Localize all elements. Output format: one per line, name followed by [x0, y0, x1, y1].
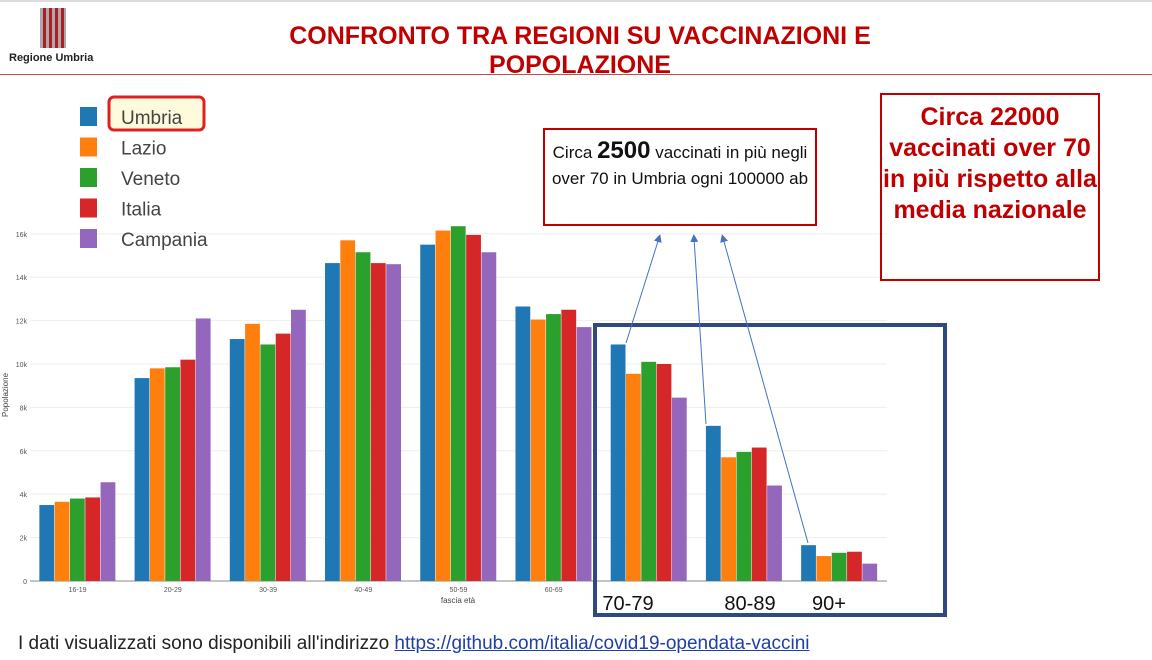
bar-veneto-30-39 [260, 344, 276, 581]
annotation-arrow [720, 234, 809, 544]
bar-veneto-16-19 [69, 498, 85, 581]
bar-umbria-90+ [801, 545, 816, 581]
y-tick-label: 8k [20, 405, 28, 412]
footer-text: I dati visualizzati sono disponibili all… [18, 633, 395, 654]
bar-campania-20-29 [195, 318, 211, 581]
legend-highlight [107, 95, 206, 132]
bar-veneto-50-59 [450, 226, 466, 581]
bar-veneto-80-89 [736, 451, 752, 581]
bar-lazio-90+ [816, 556, 832, 581]
annotation-post: vaccinati in più negli over 70 in Umbria… [551, 143, 809, 188]
logo-text: Regione Umbria [9, 52, 94, 64]
x-tick-label: 30-39 [259, 587, 277, 594]
bar-lazio-80-89 [721, 457, 737, 581]
top-border [0, 0, 1152, 2]
y-tick-label: 4k [20, 492, 28, 499]
bar-italia-60-69 [561, 309, 577, 581]
bar-veneto-70-79 [641, 361, 657, 581]
bar-veneto-40-49 [355, 252, 371, 581]
legend-label-campania: Campania [121, 230, 208, 251]
bar-italia-40-49 [370, 263, 386, 581]
legend-swatch-veneto [80, 168, 97, 187]
legend-label-veneto: Veneto [121, 169, 180, 190]
bar-italia-16-19 [85, 497, 101, 581]
bar-umbria-70-79 [610, 344, 626, 581]
annotation-pre: Circa [552, 143, 593, 162]
big-category-label: 80-89 [724, 593, 775, 615]
bar-veneto-60-69 [546, 314, 561, 581]
over70-highlight-box [593, 323, 947, 617]
y-tick-label: 6k [20, 449, 28, 456]
annotation-number: 2500 [597, 137, 651, 164]
legend-label-italia: Italia [121, 200, 162, 221]
bar-umbria-80-89 [705, 425, 721, 581]
bar-umbria-40-49 [325, 263, 340, 581]
bar-campania-70-79 [671, 397, 687, 581]
bar-lazio-40-49 [340, 240, 356, 581]
y-tick-label: 14k [16, 275, 28, 282]
bar-umbria-30-39 [229, 339, 245, 581]
bar-campania-50-59 [481, 252, 497, 581]
bar-umbria-60-69 [515, 306, 531, 581]
bar-campania-90+ [862, 563, 878, 581]
annotation-22000: Circa 22000 vaccinati over 70 in più ris… [880, 93, 1100, 281]
bar-lazio-20-29 [149, 368, 165, 581]
bar-campania-16-19 [100, 482, 116, 581]
x-tick-label: 50-59 [450, 587, 468, 594]
bar-italia-50-59 [466, 234, 481, 581]
bar-italia-30-39 [275, 333, 291, 581]
x-tick-label: 60-69 [545, 587, 563, 594]
bar-umbria-20-29 [134, 378, 150, 581]
bar-campania-40-49 [386, 264, 402, 581]
github-link[interactable]: https://github.com/italia/covid19-openda… [394, 633, 810, 654]
bar-lazio-70-79 [625, 373, 641, 581]
bar-campania-60-69 [576, 327, 592, 581]
title-divider [0, 74, 1152, 75]
bar-veneto-20-29 [165, 367, 180, 581]
big-category-label: 70-79 [602, 593, 653, 615]
y-tick-label: 10k [16, 362, 28, 369]
bar-lazio-30-39 [245, 323, 260, 581]
bar-italia-70-79 [656, 364, 672, 581]
bar-campania-30-39 [291, 309, 306, 581]
y-tick-label: 12k [16, 319, 28, 326]
x-tick-label: 40-49 [354, 587, 372, 594]
y-tick-label: 0 [23, 579, 27, 586]
x-tick-label: 20-29 [164, 587, 182, 594]
bar-italia-80-89 [751, 447, 767, 581]
bar-italia-90+ [847, 551, 862, 581]
regione-umbria-logo [40, 8, 66, 48]
y-tick-label: 16k [16, 232, 28, 239]
y-tick-label: 2k [20, 536, 28, 543]
legend-swatch-campania [80, 229, 97, 248]
bar-lazio-60-69 [530, 319, 546, 581]
big-category-label: 90+ [812, 593, 846, 615]
annotation-arrow [690, 234, 707, 425]
legend-swatch-italia [80, 198, 97, 218]
bar-veneto-90+ [831, 552, 847, 581]
annotation-2500: Circa 2500 vaccinati in più negli over 7… [543, 128, 817, 226]
legend-label-umbria: Umbria [121, 108, 183, 129]
x-axis-label: fascia età [441, 596, 476, 605]
legend-label-lazio: Lazio [121, 139, 166, 160]
footer: I dati visualizzati sono disponibili all… [18, 633, 810, 655]
bar-italia-20-29 [180, 359, 196, 581]
bar-lazio-16-19 [54, 501, 70, 581]
bar-campania-80-89 [767, 485, 782, 581]
annotation-arrow [625, 234, 662, 344]
bar-lazio-50-59 [435, 230, 451, 582]
legend-swatch-umbria [80, 107, 97, 126]
bar-umbria-16-19 [39, 505, 55, 581]
x-tick-label: 16-19 [69, 587, 87, 594]
legend-swatch-lazio [80, 137, 97, 157]
y-axis-label: Popolazione [1, 372, 10, 417]
bar-umbria-50-59 [420, 244, 436, 581]
